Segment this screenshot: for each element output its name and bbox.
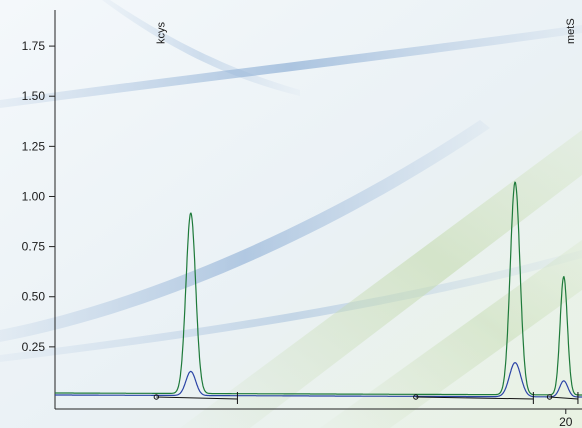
baseline-start-marker <box>413 394 419 400</box>
series-line-2 <box>55 362 582 398</box>
baseline-start-marker <box>153 394 160 400</box>
peak-label: kcys <box>155 22 167 45</box>
y-tick-label: 1.75 <box>22 39 46 53</box>
y-axis-ticks: 0.25 0.50 0.75 1.00 1.25 1.50 1.75 <box>22 39 55 354</box>
series-line-1 <box>55 181 582 396</box>
peak-labels: kcys metS <box>155 18 576 44</box>
integration-baseline <box>415 396 534 400</box>
plot-area: kcys metS <box>55 18 582 404</box>
y-tick-label: 1.00 <box>22 189 46 203</box>
x-tick-label: 20 <box>559 415 573 428</box>
series-layer <box>55 181 582 398</box>
integration-baseline <box>156 396 238 400</box>
y-tick-label: 1.50 <box>22 89 46 103</box>
x-axis-ticks: 20 <box>559 409 573 428</box>
integration-baselines <box>153 391 579 404</box>
axes: 0.25 0.50 0.75 1.00 1.25 1.50 1.75 20 <box>22 10 582 428</box>
peak-label: metS <box>565 18 577 44</box>
baseline-start-marker <box>546 394 553 400</box>
y-tick-label: 0.25 <box>22 340 46 354</box>
y-tick-label: 0.50 <box>22 290 46 304</box>
y-tick-label: 1.25 <box>22 139 46 153</box>
y-tick-label: 0.75 <box>22 240 46 254</box>
integration-baseline <box>549 396 578 400</box>
